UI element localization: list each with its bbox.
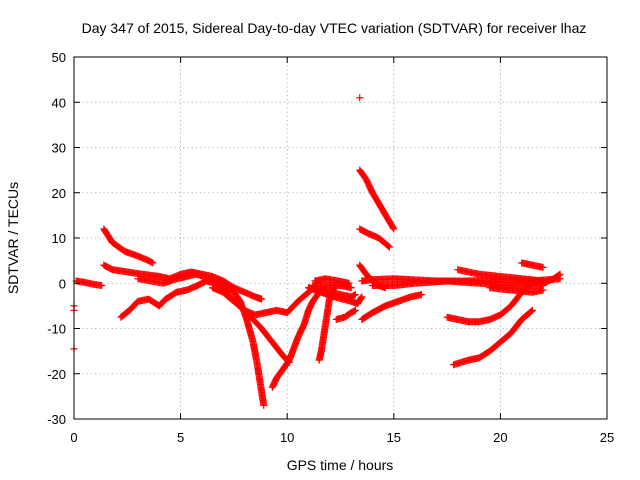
- grid-lines: [74, 57, 607, 419]
- data-point: [98, 282, 106, 290]
- x-tick-label: 10: [280, 430, 294, 445]
- axis-ticks: 0 5 10 15 20 25 -30 -20 -10 0 10 20 30 40 50: [47, 50, 614, 445]
- track-t8: [268, 284, 329, 391]
- y-tick-label: 30: [52, 141, 66, 156]
- x-tick-label: 5: [177, 430, 184, 445]
- y-tick-label: 20: [52, 186, 66, 201]
- data-point: [555, 271, 563, 279]
- y-tick-label: 10: [52, 231, 66, 246]
- data-point: [347, 284, 355, 292]
- data-point: [258, 295, 266, 303]
- y-tick-label: -20: [47, 367, 66, 382]
- track-t23: [454, 266, 546, 285]
- track-t16: [356, 225, 393, 250]
- data-point: [539, 286, 547, 294]
- y-tick-label: 40: [52, 95, 66, 110]
- track-t12: [309, 282, 354, 292]
- data-point: [539, 263, 547, 271]
- track-t5: [134, 270, 268, 408]
- data-points: [70, 94, 564, 409]
- data-point: [418, 291, 426, 299]
- x-tick-label: 25: [600, 430, 614, 445]
- data-point: [528, 306, 536, 314]
- x-tick-label: 15: [387, 430, 401, 445]
- data-point: [385, 242, 393, 250]
- outlier-point: [356, 94, 364, 102]
- data-point: [390, 225, 398, 233]
- data-point: [527, 307, 535, 315]
- track-t25: [518, 259, 546, 271]
- track-t14: [332, 307, 358, 323]
- track-t1: [72, 277, 104, 289]
- data-point: [149, 259, 157, 267]
- data-point: [351, 306, 359, 314]
- y-tick-label: -10: [47, 322, 66, 337]
- x-tick-label: 0: [70, 430, 77, 445]
- y-tick-label: 50: [52, 50, 66, 65]
- data-point: [351, 291, 359, 299]
- chart-title: Day 347 of 2015, Sidereal Day-to-day VTE…: [82, 20, 587, 36]
- data-point: [260, 401, 268, 409]
- data-point: [357, 294, 365, 302]
- y-tick-label: -30: [47, 412, 66, 427]
- track-t2: [100, 225, 156, 266]
- y-tick-label: 0: [59, 276, 66, 291]
- data-point: [358, 293, 366, 301]
- data-point: [389, 224, 397, 232]
- data-point: [556, 270, 564, 278]
- track-t24: [486, 284, 546, 296]
- track-t18: [358, 291, 424, 323]
- x-axis-label: GPS time / hours: [287, 457, 394, 473]
- data-point: [386, 243, 394, 251]
- track-t15: [356, 166, 397, 232]
- track-t22: [449, 307, 535, 369]
- x-tick-label: 20: [493, 430, 507, 445]
- y-axis-label: SDTVAR / TECUs: [5, 182, 21, 294]
- track-t13: [305, 284, 365, 308]
